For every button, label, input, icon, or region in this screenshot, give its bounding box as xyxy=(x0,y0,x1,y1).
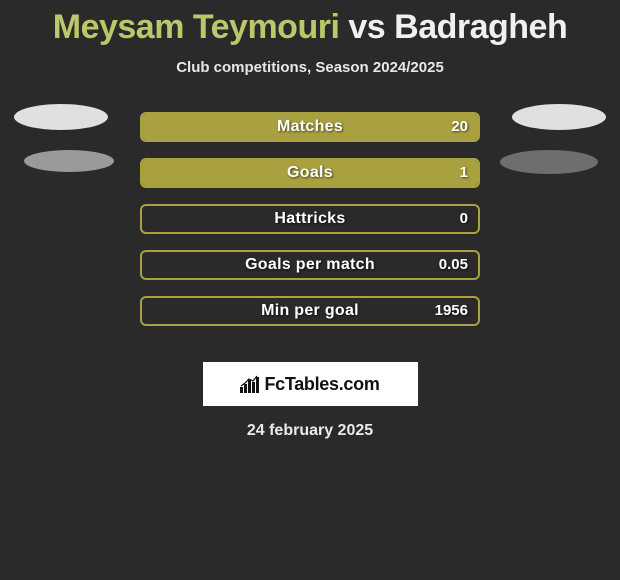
stat-row: Goals 1 xyxy=(0,150,620,196)
bar-value: 0.05 xyxy=(439,252,468,278)
stat-row: Goals per match 0.05 xyxy=(0,242,620,288)
bar-label: Goals per match xyxy=(142,252,478,278)
bar-track: Min per goal 1956 xyxy=(140,296,480,326)
page-title: Meysam Teymouri vs Badragheh xyxy=(0,0,620,47)
bar-label: Min per goal xyxy=(142,298,478,324)
bar-value: 1 xyxy=(460,160,468,186)
stat-row: Hattricks 0 xyxy=(0,196,620,242)
date-label: 24 february 2025 xyxy=(0,422,620,440)
branding-text: FcTables.com xyxy=(264,374,379,395)
bar-value: 0 xyxy=(460,206,468,232)
bar-label: Matches xyxy=(142,114,478,140)
bar-label: Goals xyxy=(142,160,478,186)
bar-value: 1956 xyxy=(435,298,468,324)
bar-track: Goals per match 0.05 xyxy=(140,250,480,280)
title-vs: vs xyxy=(348,8,385,46)
bar-track: Matches 20 xyxy=(140,112,480,142)
bar-chart-icon xyxy=(240,375,260,393)
branding-badge: FcTables.com xyxy=(203,362,418,406)
bar-track: Goals 1 xyxy=(140,158,480,188)
subtitle: Club competitions, Season 2024/2025 xyxy=(0,59,620,76)
stat-row: Matches 20 xyxy=(0,104,620,150)
title-player1: Meysam Teymouri xyxy=(53,8,340,46)
bar-value: 20 xyxy=(451,114,468,140)
stat-row: Min per goal 1956 xyxy=(0,288,620,334)
title-player2: Badragheh xyxy=(394,8,567,46)
bar-track: Hattricks 0 xyxy=(140,204,480,234)
bar-label: Hattricks xyxy=(142,206,478,232)
comparison-chart: Matches 20 Goals 1 Hattricks 0 Goals per… xyxy=(0,104,620,344)
